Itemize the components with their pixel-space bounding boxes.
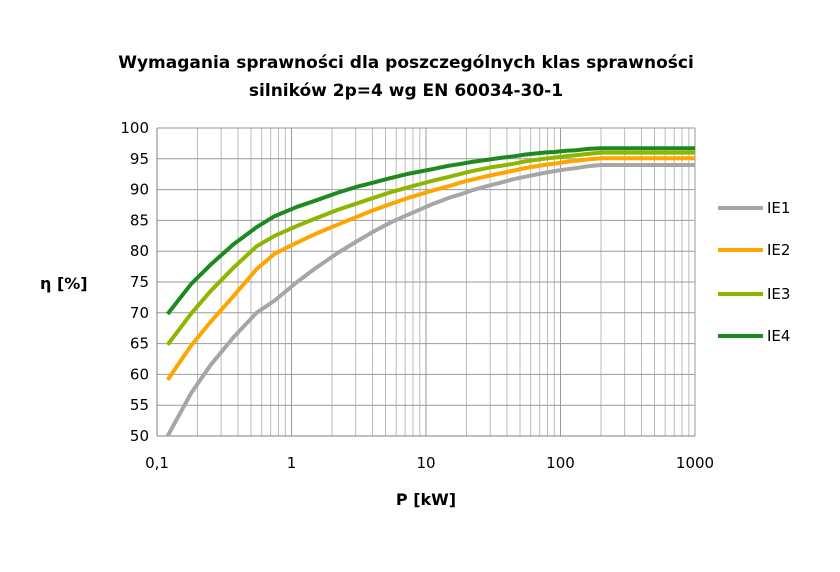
legend-label-ie2: IE2: [767, 241, 790, 259]
y-tick-label: 70: [130, 304, 149, 322]
chart-title-line2: silników 2p=4 wg EN 60034-30-1: [249, 81, 563, 101]
series-line-ie1: [165, 163, 695, 437]
legend: IE1 IE2 IE3 IE4: [718, 199, 790, 345]
y-tick-label: 65: [130, 335, 149, 353]
x-tick-label: 1000: [676, 454, 714, 472]
series-line-ie2: [165, 156, 695, 382]
y-tick-label: 85: [130, 211, 149, 229]
y-axis-label: η [%]: [40, 274, 88, 293]
series-line-ie4: [166, 146, 695, 316]
series-line-ie3: [166, 150, 695, 347]
y-axis-ticks: 50 55 60 65 70 75 80 85 90 95 100: [120, 119, 149, 445]
x-tick-label: 10: [416, 454, 435, 472]
x-tick-label: 1: [287, 454, 297, 472]
grid: [156, 127, 696, 437]
legend-label-ie4: IE4: [767, 327, 790, 345]
y-tick-label: 55: [130, 396, 149, 414]
y-tick-label: 80: [130, 242, 149, 260]
y-tick-label: 100: [120, 119, 149, 137]
y-tick-label: 60: [130, 365, 149, 383]
x-axis-ticks: 0,1 1 10 100 1000: [145, 454, 714, 472]
y-tick-label: 50: [130, 427, 149, 445]
x-tick-label: 0,1: [145, 454, 169, 472]
y-tick-label: 95: [130, 150, 149, 168]
y-tick-label: 90: [130, 181, 149, 199]
chart-title-line1: Wymagania sprawności dla poszczególnych …: [118, 53, 694, 73]
x-axis-label: P [kW]: [396, 490, 456, 509]
x-tick-label: 100: [546, 454, 575, 472]
y-tick-label: 75: [130, 273, 149, 291]
legend-label-ie1: IE1: [767, 199, 790, 217]
legend-label-ie3: IE3: [767, 285, 790, 303]
series-lines: [165, 146, 695, 437]
